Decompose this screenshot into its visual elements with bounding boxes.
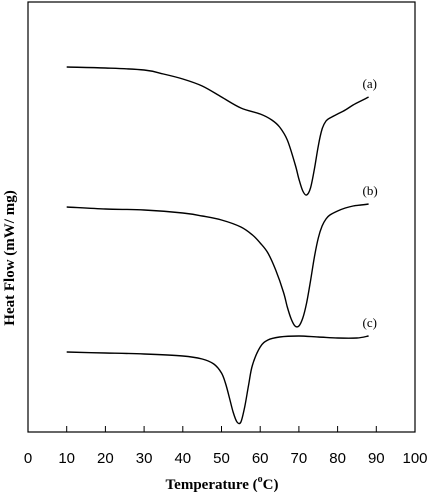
y-axis-title: Heat Flow (mW/ mg) [2,190,18,325]
curve-c [66,335,369,425]
x-tick-label: 30 [136,450,153,467]
x-axis-ticks: 0 10 20 30 40 50 60 70 80 90 100 [24,426,428,467]
curve-a [66,66,369,196]
curve-b [66,203,369,328]
x-tick-label: 50 [213,450,230,467]
x-tick-label: 0 [24,450,32,467]
curve-label-a: (a) [363,76,377,91]
curve-label-c: (c) [363,315,377,330]
curve-label-b: (b) [363,183,378,198]
x-axis-title: Temperature (oC) [166,474,279,493]
x-tick-label: 70 [291,450,308,467]
x-tick-label: 40 [174,450,191,467]
x-tick-label: 60 [252,450,269,467]
curve-labels: (a) (b) (c) [363,76,378,330]
data-curves [66,66,369,425]
plot-frame [27,1,416,433]
x-tick-label: 10 [58,450,75,467]
x-tick-label: 100 [402,450,427,467]
x-tick-label: 20 [97,450,114,467]
x-tick-label: 80 [329,450,346,467]
x-tick-label: 90 [368,450,385,467]
